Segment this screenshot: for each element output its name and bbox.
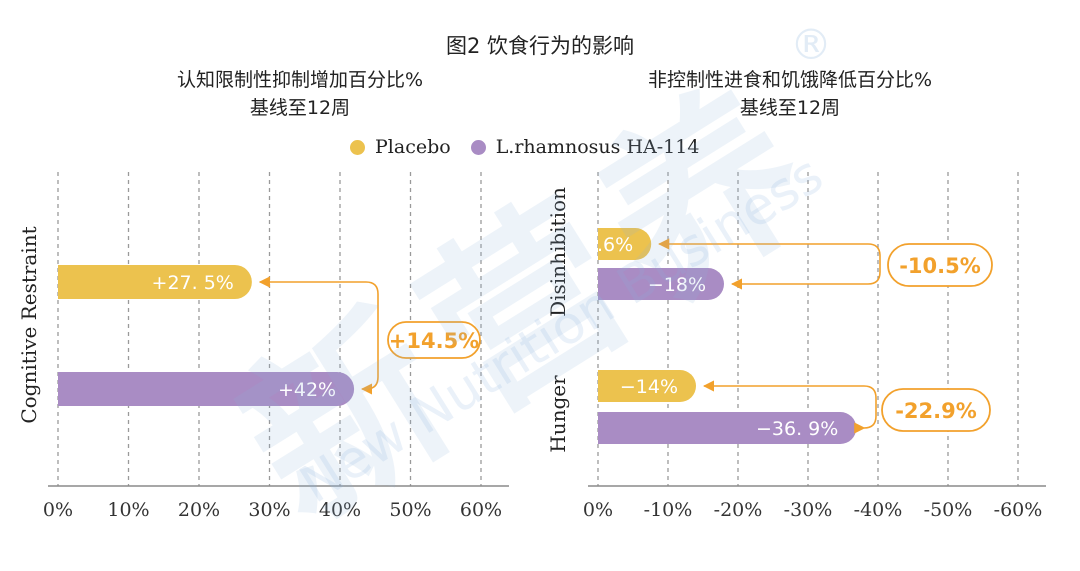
chart-panel-0: 0% 10% 20% 30% 40% 50% 60% Cognitive Restraint +… [17,172,509,521]
tick-label-1-3: -30% [784,499,833,521]
left-subtitle-line-2: 基线至12周 [249,97,351,119]
bracket-arrow-bottom-1-0 [730,265,881,290]
chart-panel-1: 0% -10% -20% -30% -40% -50% -60% Disinhibition H… [546,172,1046,521]
tick-label-0-5: 50% [389,499,431,521]
left-subtitle: 认知限制性抑制增加百分比% 基线至12周 [80,66,520,122]
legend-label-probiotic: L.rhamnosus HA-114 [495,136,700,158]
tick-label-0-6: 60% [460,499,502,521]
tick-label-1-5: -50% [924,499,973,521]
difference-label-1-1: -22.9% [895,399,977,423]
legend-swatch-probiotic [470,139,486,155]
tick-label-1-4: -40% [854,499,903,521]
legend: Placebo L.rhamnosus HA-114 [350,133,699,161]
bracket-arrow-bottom-1-1 [854,410,877,434]
bar-value-label-0-0-1: +42% [278,379,336,401]
bar-value-label-1-1-1: −36. 9% [756,418,838,440]
tick-label-0-1: 10% [107,499,149,521]
chart-canvas: 0% 10% 20% 30% 40% 50% 60% Cognitive Restraint +… [17,172,1046,521]
bar-1-1-0 [598,370,696,402]
bar-value-label-0-0-0: +27. 5% [152,272,234,294]
bar-value-label-1-1-0: −14% [620,376,678,398]
bar-0-0-1 [58,372,355,406]
tick-label-1-2: -20% [714,499,763,521]
difference-pill-1-1 [881,388,991,432]
legend-item-placebo: Placebo [350,136,451,158]
category-label-1-0: Disinhibition [546,187,570,317]
difference-label-1-0: -10.5% [899,254,981,278]
bracket-arrow-top-1-1 [702,380,877,410]
bracket-arrow-bottom-0-0 [360,340,379,395]
bar-value-label-1-0-1: −18% [648,274,706,296]
category-label-0-0: Cognitive Restraint [17,226,41,423]
difference-pill-1-0 [887,243,993,287]
chart-title: 图2 饮食行为的影响 [445,34,635,58]
bar-1-0-0 [598,228,652,260]
difference-label-0-0: +14.5% [389,329,479,353]
difference-pill-0-0 [387,321,481,359]
bar-1-1-1 [598,412,857,444]
bar-value-label-1-0-0: −7.6% [569,234,633,256]
bracket-arrow-top-1-0 [658,238,881,265]
category-label-1-1: Hunger [546,375,570,453]
legend-label-placebo: Placebo [375,136,451,158]
tick-label-0-2: 20% [178,499,220,521]
right-subtitle-line-2: 基线至12周 [739,97,841,119]
tick-label-1-1: -10% [644,499,693,521]
right-subtitle-line-1: 非控制性进食和饥饿降低百分比% [647,69,933,91]
tick-label-1-6: -60% [994,499,1043,521]
legend-item-probiotic: L.rhamnosus HA-114 [470,136,700,158]
left-subtitle-line-1: 认知限制性抑制增加百分比% [176,69,424,91]
right-subtitle: 非控制性进食和饥饿降低百分比% 基线至12周 [590,66,990,122]
legend-swatch-placebo [350,139,365,155]
tick-label-0-0: 0% [43,499,73,521]
bar-1-0-1 [598,268,724,300]
tick-label-1-0: 0% [583,499,613,521]
tick-label-0-4: 40% [319,499,361,521]
tick-label-0-3: 30% [248,499,290,521]
bracket-arrow-top-0-0 [258,276,379,340]
bar-0-0-0 [58,265,252,299]
